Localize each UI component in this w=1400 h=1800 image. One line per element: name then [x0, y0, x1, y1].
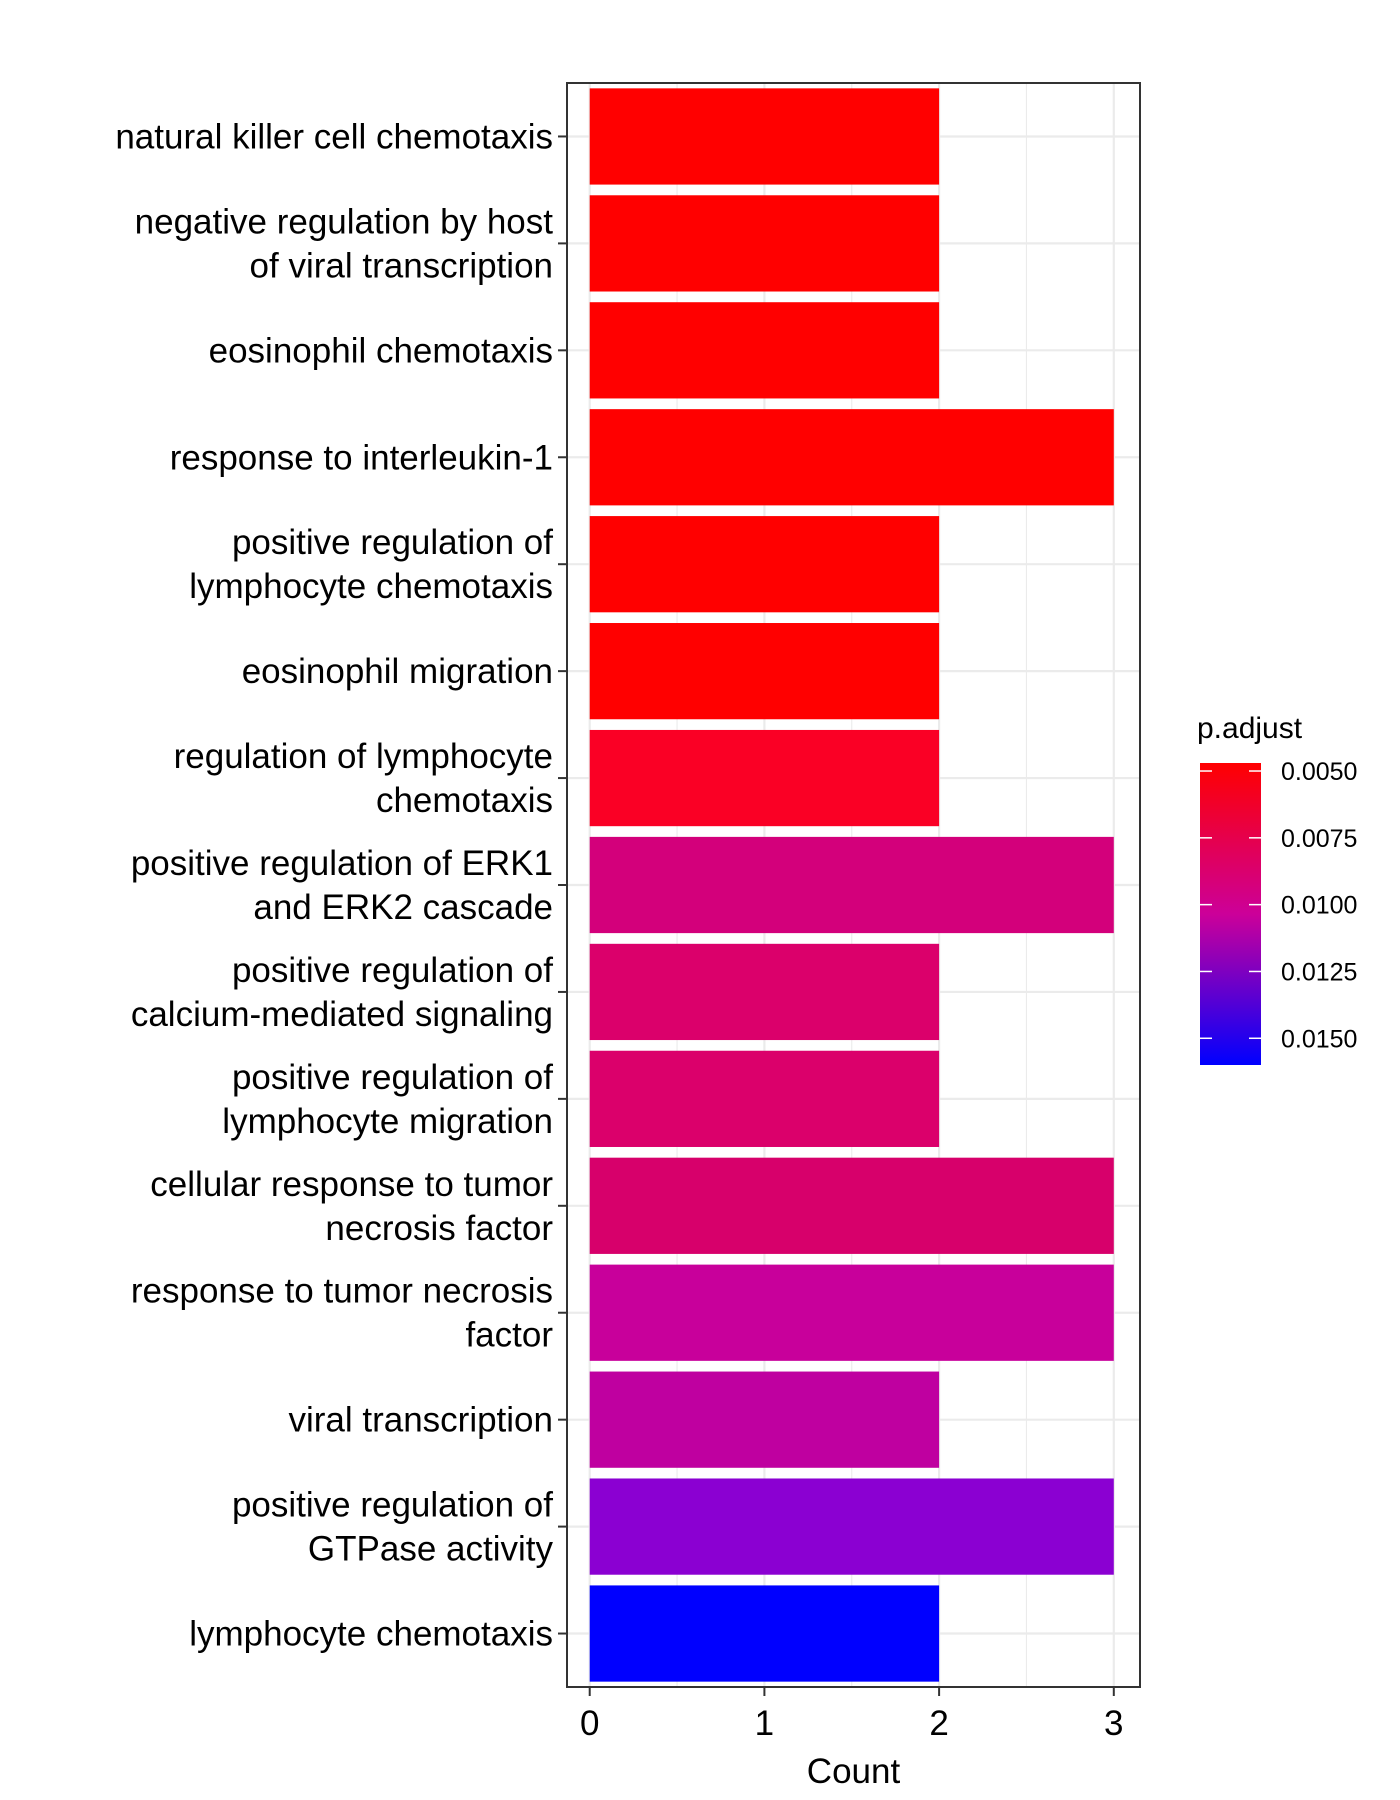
bar — [589, 623, 940, 720]
bar — [589, 1050, 940, 1147]
x-tick-label: 2 — [929, 1704, 948, 1743]
legend-ticks: 0.0050 0.0075 0.0100 0.0125 0.0150 — [1200, 758, 1357, 1053]
category-label: positive regulation of — [232, 1058, 553, 1097]
bar — [589, 1478, 1114, 1575]
bar — [589, 1157, 1114, 1254]
bar — [589, 1264, 1114, 1361]
bar — [589, 943, 940, 1041]
x-axis-title: Count — [807, 1752, 901, 1791]
legend: p.adjust 0.0050 0.0075 0.0100 0.0125 0.0150 — [1197, 712, 1357, 1065]
category-label: necrosis factor — [325, 1209, 553, 1248]
category-label: positive regulation of — [232, 951, 553, 990]
x-tick-label: 3 — [1104, 1704, 1123, 1743]
category-label: positive regulation of — [232, 523, 553, 562]
bar — [589, 302, 940, 399]
category-label: calcium-mediated signaling — [131, 995, 553, 1034]
bars — [589, 88, 1114, 1682]
category-label: response to tumor necrosis — [131, 1272, 553, 1311]
category-label: of viral transcription — [250, 246, 553, 285]
x-tick-label: 0 — [580, 1704, 599, 1743]
x-axis: 0 1 2 3 — [580, 1687, 1124, 1743]
bar — [589, 1585, 940, 1682]
category-label: positive regulation of ERK1 — [131, 844, 553, 883]
legend-colorbar — [1200, 763, 1261, 1065]
category-label: factor — [465, 1316, 553, 1355]
legend-tick-label: 0.0150 — [1281, 1025, 1357, 1053]
legend-tick-label: 0.0050 — [1281, 758, 1357, 786]
bar — [589, 88, 940, 185]
category-label: regulation of lymphocyte — [174, 737, 553, 776]
bar — [589, 195, 940, 292]
category-label: GTPase activity — [308, 1530, 554, 1569]
bar — [589, 409, 1114, 506]
category-label: cellular response to tumor — [150, 1165, 553, 1204]
category-label: lymphocyte chemotaxis — [189, 1615, 553, 1654]
category-label: eosinophil migration — [242, 652, 553, 691]
category-label: positive regulation of — [232, 1486, 553, 1525]
category-label: and ERK2 cascade — [253, 888, 553, 927]
legend-tick-label: 0.0100 — [1281, 892, 1357, 920]
x-tick-label: 1 — [755, 1704, 774, 1743]
category-label: natural killer cell chemotaxis — [115, 117, 553, 156]
category-label: lymphocyte migration — [222, 1102, 553, 1141]
category-label: negative regulation by host — [135, 202, 554, 241]
legend-tick-label: 0.0125 — [1281, 958, 1357, 986]
category-label: response to interleukin-1 — [170, 438, 553, 477]
legend-title: p.adjust — [1197, 712, 1303, 745]
category-label: eosinophil chemotaxis — [209, 331, 553, 370]
bar — [589, 1371, 940, 1468]
category-label: viral transcription — [288, 1401, 553, 1440]
legend-tick-label: 0.0075 — [1281, 825, 1357, 853]
category-label: chemotaxis — [376, 781, 553, 820]
bar — [589, 836, 1114, 934]
bar — [589, 729, 940, 827]
y-axis: natural killer cell chemotaxis negative r… — [115, 117, 567, 1654]
bar — [589, 516, 940, 613]
category-label: lymphocyte chemotaxis — [189, 567, 553, 606]
